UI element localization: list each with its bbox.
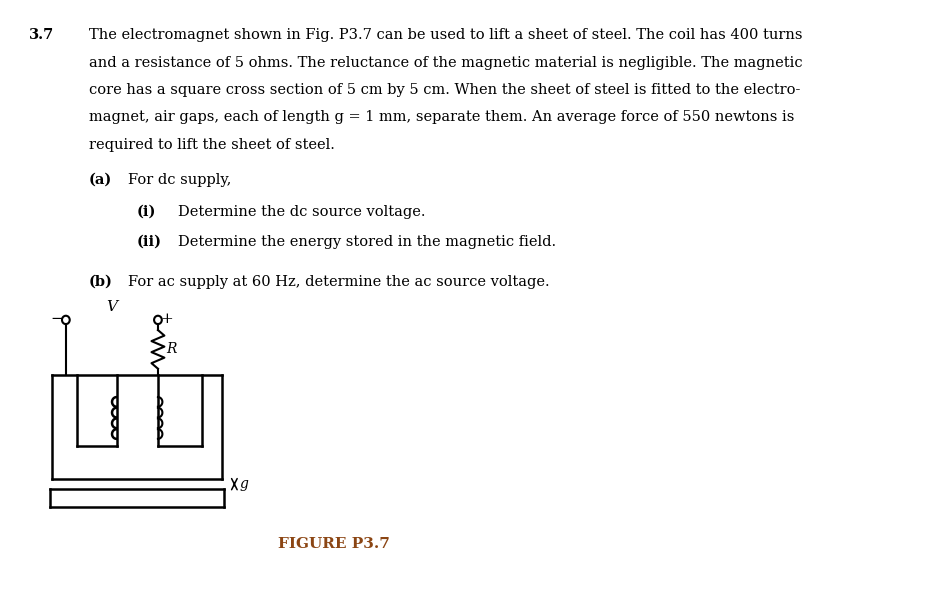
Text: For ac supply at 60 Hz, determine the ac source voltage.: For ac supply at 60 Hz, determine the ac… (128, 275, 549, 289)
Text: V: V (106, 300, 117, 314)
Text: Determine the energy stored in the magnetic field.: Determine the energy stored in the magne… (179, 235, 556, 249)
Text: The electromagnet shown in Fig. P3.7 can be used to lift a sheet of steel. The c: The electromagnet shown in Fig. P3.7 can… (89, 28, 802, 42)
Text: (a): (a) (89, 173, 112, 187)
Text: and a resistance of 5 ohms. The reluctance of the magnetic material is negligibl: and a resistance of 5 ohms. The reluctan… (89, 56, 803, 70)
Text: Determine the dc source voltage.: Determine the dc source voltage. (179, 205, 426, 219)
Text: +: + (161, 312, 174, 326)
Text: g: g (240, 477, 249, 491)
Text: R: R (166, 342, 177, 356)
Text: magnet, air gaps, each of length g = 1 mm, separate them. An average force of 55: magnet, air gaps, each of length g = 1 m… (89, 110, 795, 125)
Text: core has a square cross section of 5 cm by 5 cm. When the sheet of steel is fitt: core has a square cross section of 5 cm … (89, 83, 800, 97)
Text: (ii): (ii) (137, 235, 162, 249)
Text: (i): (i) (137, 205, 156, 219)
Text: FIGURE P3.7: FIGURE P3.7 (278, 537, 389, 551)
Text: required to lift the sheet of steel.: required to lift the sheet of steel. (89, 138, 335, 152)
Text: For dc supply,: For dc supply, (128, 173, 231, 187)
Text: −: − (50, 312, 63, 326)
Text: (b): (b) (89, 275, 113, 289)
Text: 3.7: 3.7 (29, 28, 55, 42)
